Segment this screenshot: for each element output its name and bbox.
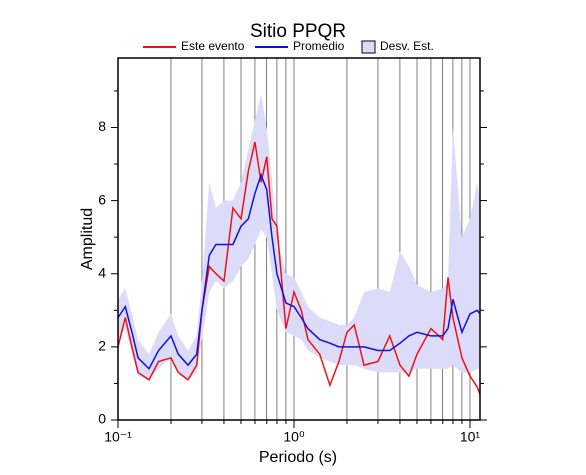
- legend-swatch: [361, 40, 376, 54]
- y-tick-label: 0: [98, 411, 106, 427]
- x-tick-label: 10⁰: [283, 429, 305, 445]
- series-line: [117, 141, 481, 395]
- legend-label: Este evento: [181, 39, 245, 53]
- legend-label: Promedio: [293, 39, 345, 53]
- chart-title: Sitio PPQR: [250, 21, 346, 42]
- y-tick-label: 2: [98, 338, 106, 354]
- y-tick-label: 4: [98, 264, 106, 280]
- y-axis-label: Amplitud: [79, 208, 96, 270]
- x-axis-label: Periodo (s): [259, 449, 337, 466]
- legend-label: Desv. Est.: [380, 39, 434, 53]
- std-band: [118, 94, 480, 380]
- y-tick-label: 8: [98, 118, 106, 134]
- series-line: [117, 172, 481, 371]
- y-tick-label: 6: [98, 191, 106, 207]
- plot-frame: [117, 57, 481, 421]
- x-tick-label: 10¹: [460, 429, 481, 445]
- x-tick-label: 10⁻¹: [104, 429, 132, 445]
